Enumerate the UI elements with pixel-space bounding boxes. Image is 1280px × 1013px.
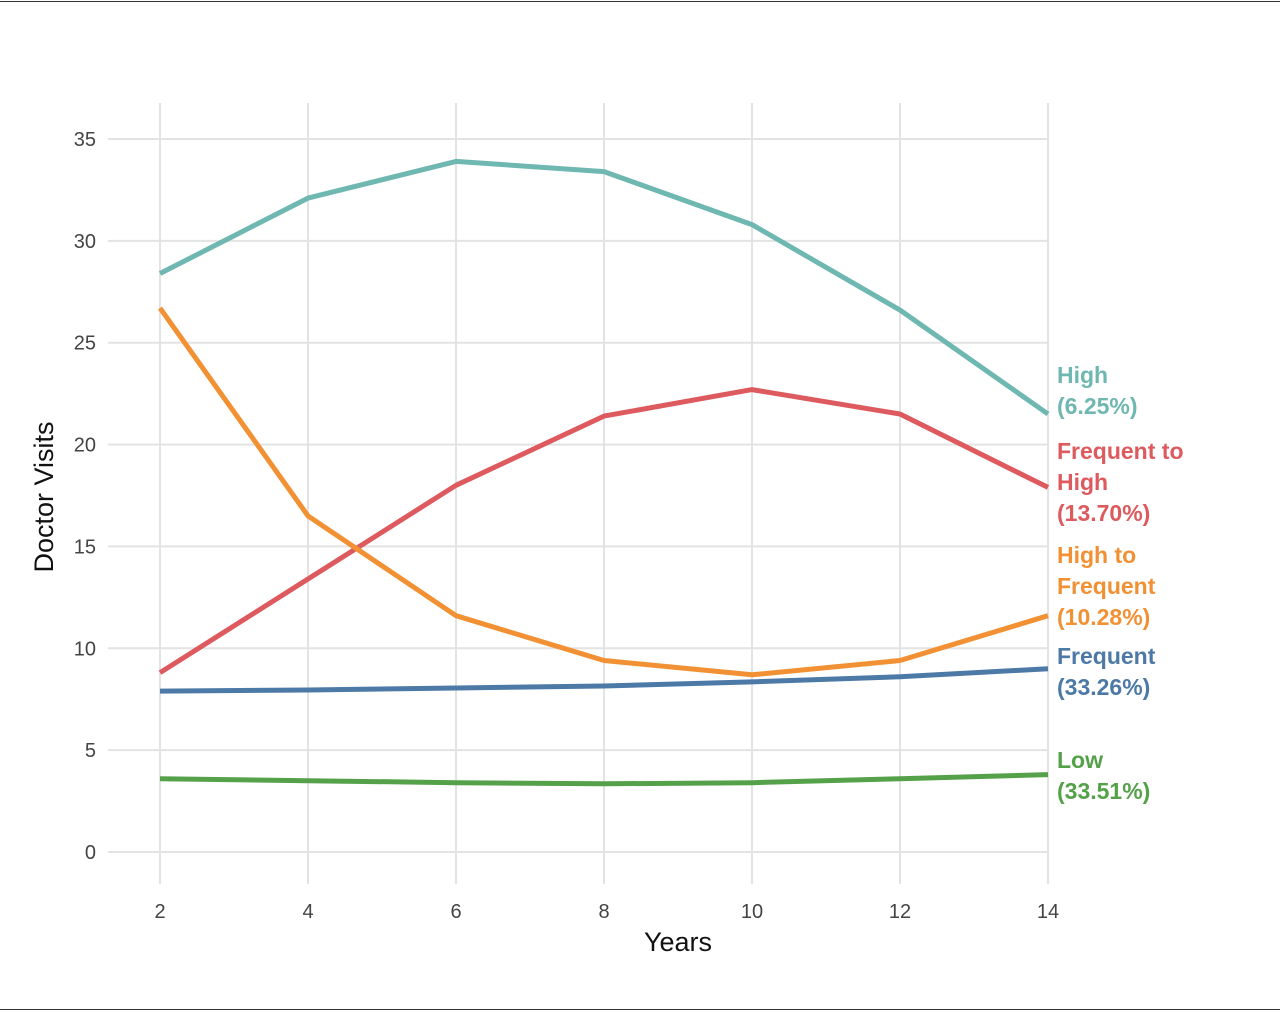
- series-label-line: Low: [1057, 747, 1103, 773]
- x-tick-label: 2: [154, 901, 165, 923]
- series-line: [158, 158, 1050, 417]
- y-tick-label: 35: [74, 129, 96, 151]
- x-tick-label: 4: [302, 901, 313, 923]
- vertical-gridlines: [159, 103, 1049, 884]
- series-label: High (6.25%): [1057, 362, 1138, 419]
- top-rule: [0, 1, 1280, 2]
- y-axis-title: Doctor Visits: [29, 421, 59, 572]
- series-labels: High (6.25%) Frequent to High (13.70%) High t…: [1057, 362, 1184, 804]
- series-label-line: (33.26%): [1057, 674, 1150, 700]
- y-tick-label: 15: [74, 536, 96, 558]
- series-line: [158, 387, 1050, 675]
- x-tick-labels: 2 4 6 8 10 12 14: [154, 901, 1059, 923]
- y-tick-label: 20: [74, 435, 96, 457]
- series-label-line: (10.28%): [1057, 604, 1150, 630]
- series-label-line: High: [1057, 362, 1108, 388]
- y-tick-label: 25: [74, 333, 96, 355]
- series-label: High to Frequent (10.28%): [1057, 542, 1156, 630]
- series-label-line: High to: [1057, 542, 1136, 568]
- series-line: [157, 306, 1049, 678]
- series-label-line: (33.51%): [1057, 778, 1150, 804]
- series-label-line: High: [1057, 469, 1108, 495]
- series-lines: [157, 158, 1050, 787]
- y-tick-labels: 0 5 10 15 20 25 30 35: [74, 129, 96, 864]
- y-tick-label: 5: [85, 740, 96, 762]
- y-tick-label: 10: [74, 638, 96, 660]
- series-line: [159, 772, 1049, 787]
- horizontal-gridlines: [108, 138, 1048, 853]
- y-tick-label: 0: [85, 842, 96, 864]
- series-label-line: Frequent: [1057, 643, 1156, 669]
- series-label-line: (13.70%): [1057, 500, 1150, 526]
- series-label: Frequent to High (13.70%): [1057, 438, 1184, 526]
- series-label-line: Frequent: [1057, 573, 1156, 599]
- series-label-line: (6.25%): [1057, 393, 1138, 419]
- x-tick-label: 6: [450, 901, 461, 923]
- x-axis-title: Years: [644, 927, 712, 957]
- series-label: Frequent (33.26%): [1057, 643, 1156, 700]
- series-label: Low (33.51%): [1057, 747, 1150, 804]
- x-tick-label: 12: [889, 901, 911, 923]
- series-line: [159, 666, 1049, 694]
- x-tick-label: 8: [598, 901, 609, 923]
- bottom-rule: [0, 1009, 1280, 1010]
- y-tick-label: 30: [74, 231, 96, 253]
- x-tick-label: 14: [1037, 901, 1059, 923]
- x-tick-label: 10: [741, 901, 763, 923]
- series-label-line: Frequent to: [1057, 438, 1184, 464]
